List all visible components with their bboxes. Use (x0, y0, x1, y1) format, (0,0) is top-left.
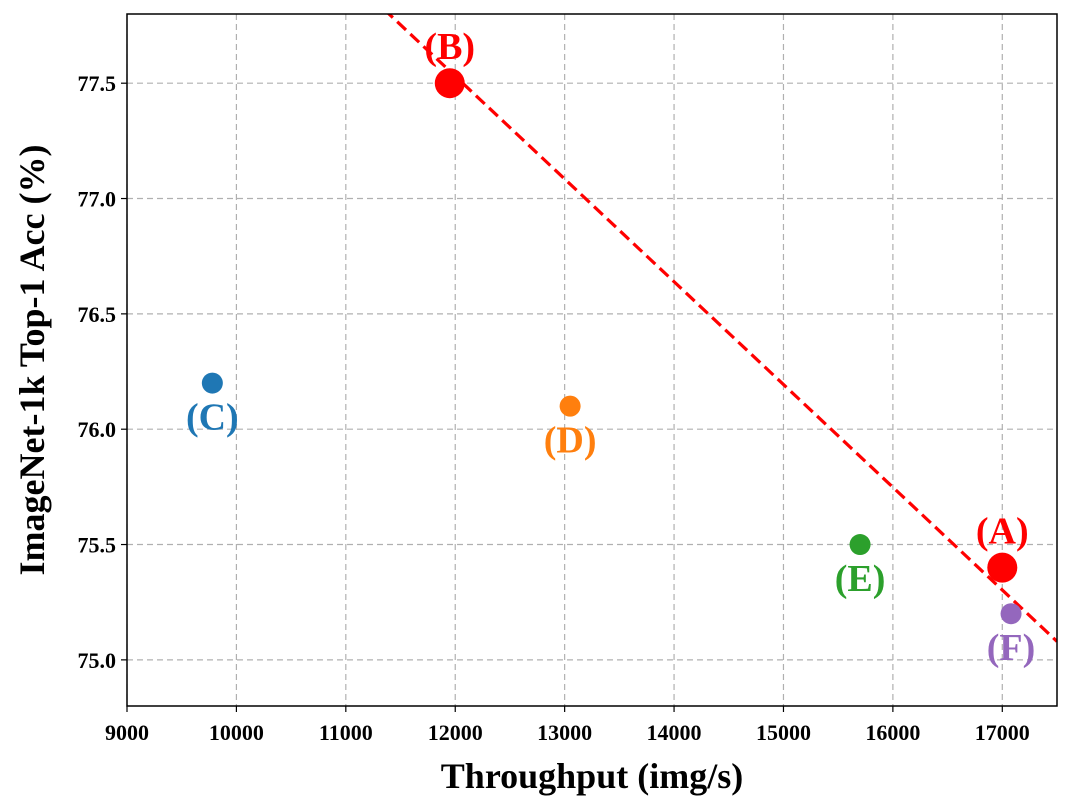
x-axis-title: Throughput (img/s) (441, 756, 743, 796)
x-tick-label: 13000 (537, 720, 592, 745)
x-axis-ticks: 9000 10000 11000 12000 13000 14000 15000 16000 1… (105, 706, 1030, 745)
y-tick-label: 76.0 (78, 417, 117, 442)
trend-line (386, 14, 1057, 643)
x-tick-label: 10000 (209, 720, 264, 745)
y-tick-label: 77.5 (78, 71, 117, 96)
point-label: (A) (976, 511, 1029, 553)
y-tick-label: 75.0 (78, 648, 117, 673)
y-axis-title: ImageNet-1k Top-1 Acc (%) (12, 145, 52, 576)
data-point (987, 552, 1018, 583)
x-tick-label: 15000 (756, 720, 811, 745)
data-point (849, 534, 871, 556)
grid (126, 14, 1057, 706)
plot-frame (126, 13, 1058, 707)
point-label: (B) (424, 26, 475, 68)
x-tick-label: 16000 (865, 720, 920, 745)
x-tick-label: 17000 (975, 720, 1030, 745)
point-label: (D) (544, 420, 597, 462)
data-points: (A) (B) (C) (D) (E) (F) (186, 26, 1035, 669)
x-tick-label: 9000 (105, 720, 149, 745)
point-label: (F) (987, 627, 1036, 669)
y-tick-label: 77.0 (78, 187, 117, 212)
x-tick-label: 11000 (319, 720, 373, 745)
data-point (1000, 603, 1022, 625)
data-point (434, 68, 465, 99)
x-tick-label: 12000 (428, 720, 483, 745)
x-tick-label: 14000 (647, 720, 702, 745)
point-label: (C) (186, 397, 239, 439)
data-point (201, 372, 223, 394)
trend-line-group (386, 14, 1057, 643)
point-label: (E) (835, 558, 886, 600)
y-tick-label: 75.5 (78, 533, 117, 558)
data-point (559, 395, 581, 417)
y-axis-ticks: 75.0 75.5 76.0 76.5 77.0 77.5 (78, 71, 127, 673)
y-tick-label: 76.5 (78, 302, 117, 327)
